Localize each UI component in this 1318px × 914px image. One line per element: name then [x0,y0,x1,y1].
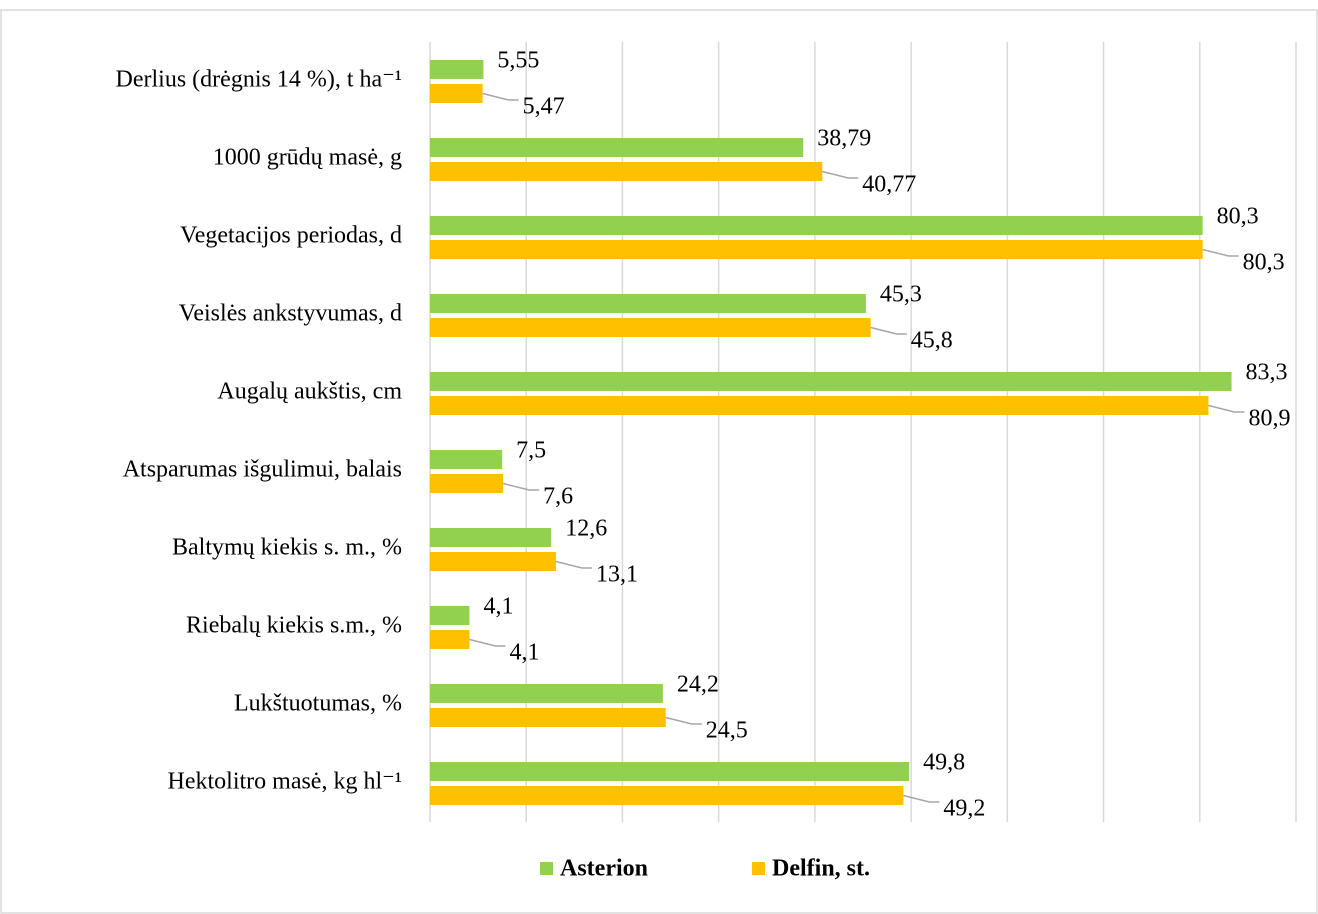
leader-line [665,716,702,725]
data-label: 5,55 [497,48,539,74]
y-tick-label: Derlius (drėgnis 14 %), t ha⁻¹ [116,67,402,93]
leader-line [469,638,506,647]
bar [430,240,1203,259]
bar [430,630,470,649]
leader-line [822,170,859,179]
bar [430,84,483,103]
y-tick-label: Augalų aukštis, cm [217,379,402,405]
data-label: 38,79 [817,126,871,152]
bar [430,708,666,727]
legend-label: Delfin, st. [772,856,870,882]
data-label: 7,6 [543,484,573,510]
data-label: 12,6 [565,516,607,542]
bar [430,162,823,181]
leader-line [502,482,540,491]
data-label: 4,1 [509,640,539,666]
y-tick-label: Baltymų kiekis s. m., % [172,535,402,561]
data-label: 13,1 [596,562,638,588]
leader-line [870,326,907,335]
data-label: 24,5 [706,718,748,744]
legend-swatch [752,862,765,875]
data-label: 49,8 [923,750,965,776]
data-label: 80,9 [1248,406,1290,432]
legend-label: Asterion [560,856,648,882]
bar [430,552,557,571]
legend-swatch [540,862,553,875]
bar [430,762,910,781]
data-label: 45,3 [880,282,922,308]
bar [430,396,1209,415]
y-tick-label: Hektolitro masė, kg hl⁻¹ [168,769,403,795]
bar [430,528,552,547]
bar [430,294,866,313]
bar [430,60,484,79]
y-tick-label: Vegetacijos periodas, d [180,223,402,249]
leader-line [555,560,593,569]
bar [430,474,504,493]
data-label: 49,2 [943,796,985,822]
bar [430,372,1232,391]
leader-line [1208,404,1245,413]
bar [430,216,1203,235]
bar [430,606,470,625]
y-tick-label: Lukštuotumas, % [234,691,402,717]
data-label: 40,77 [862,172,916,198]
bar [430,450,503,469]
data-label: 80,3 [1217,204,1259,230]
data-label: 7,5 [516,438,546,464]
leader-line [1202,248,1239,257]
data-label: 45,8 [911,328,953,354]
data-label: 4,1 [483,594,513,620]
chart-frame [0,9,1318,914]
bar [430,786,904,805]
data-label: 24,2 [677,672,719,698]
data-label: 80,3 [1243,250,1285,276]
y-tick-label: Veislės ankstyvumas, d [179,301,402,327]
bar [430,138,804,157]
bar [430,318,871,337]
bar [430,684,663,703]
y-tick-label: 1000 grūdų masė, g [213,145,402,171]
y-tick-label: Riebalų kiekis s.m., % [186,613,402,639]
data-label: 83,3 [1246,360,1288,386]
leader-line [903,794,940,803]
leader-line [482,92,519,101]
data-label: 5,47 [523,94,565,120]
y-tick-label: Atsparumas išgulimui, balais [123,457,402,483]
